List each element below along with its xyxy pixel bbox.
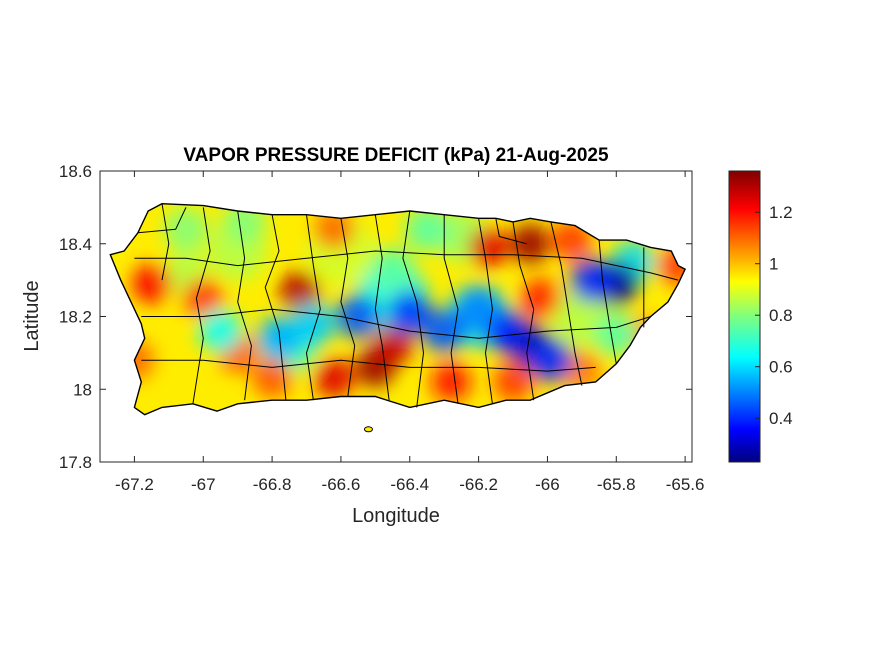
y-axis-label: Latitude	[21, 280, 43, 351]
vpd-coldspot	[456, 287, 501, 332]
vpd-hotspot	[279, 271, 320, 312]
x-tick-label: -65.6	[666, 475, 705, 494]
chart-title: VAPOR PRESSURE DEFICIT (kPa) 21-Aug-2025	[183, 145, 609, 166]
municipality-boundary	[550, 221, 583, 386]
vpd-hotspot	[314, 209, 355, 250]
colorbar-ramp	[728, 170, 761, 463]
municipality-boundary	[598, 240, 617, 364]
vpd-coldspot	[291, 301, 336, 346]
vpd-coldspot	[528, 338, 573, 383]
x-tick-label: -66.4	[390, 475, 429, 494]
vpd-field	[109, 202, 687, 433]
municipality-boundary	[495, 218, 527, 245]
small-island	[363, 426, 373, 433]
municipality-boundary	[374, 214, 390, 401]
x-tick-label: -67.2	[115, 475, 154, 494]
vpd-hotspot	[520, 278, 561, 319]
vpd-coldspot	[370, 247, 415, 292]
colorbar-tick-label: 1.2	[769, 203, 793, 222]
vpd-hotspot	[551, 220, 592, 261]
vpd-hotspot	[131, 263, 172, 304]
x-tick-label: -65.8	[597, 475, 636, 494]
vpd-coldspot	[198, 309, 243, 354]
vpd-coldspot	[336, 294, 381, 339]
vpd-coldspot	[422, 309, 467, 354]
colorbar: 0.4 0.6 0.8 1 1.2	[728, 170, 793, 463]
municipality-boundary	[137, 207, 187, 234]
municipality-boundary	[141, 359, 596, 372]
vpd-hotspot	[431, 361, 472, 402]
colorbar-tick-label: 0.6	[769, 358, 793, 377]
y-tick-label: 18.4	[59, 235, 92, 254]
municipality-boundary	[512, 221, 535, 401]
municipality-boundary	[478, 218, 493, 404]
x-axis: -67.2 -67 -66.8 -66.6 -66.4 -66.2 -66 -65.8 -65.…	[115, 171, 704, 494]
y-tick-label: 17.8	[59, 453, 92, 472]
municipality-boundary	[402, 210, 424, 408]
municipality-boundary	[141, 308, 651, 339]
vpd-coldspot	[594, 312, 639, 357]
vpd-coldspot	[256, 316, 301, 361]
vpd-hotspot	[468, 227, 509, 268]
vpd-hotspot	[493, 361, 534, 402]
municipality-boundary	[306, 214, 321, 401]
vpd-hotspot	[510, 223, 551, 264]
x-axis-label: Longitude	[352, 505, 440, 527]
x-tick-label: -66	[535, 475, 560, 494]
municipality-boundary	[264, 214, 287, 401]
y-axis: 17.8 18 18.2 18.4 18.6	[59, 162, 692, 472]
municipality-boundary	[340, 218, 356, 397]
municipality-boundary	[161, 203, 170, 281]
x-tick-label: -66.6	[322, 475, 361, 494]
colorbar-ticks: 0.4 0.6 0.8 1 1.2	[755, 203, 793, 428]
x-tick-label: -66.2	[459, 475, 498, 494]
vpd-coldspot	[222, 203, 267, 244]
colorbar-tick-label: 1	[769, 255, 778, 274]
vpd-coldspot	[387, 290, 432, 335]
vpd-hotspot	[314, 358, 355, 399]
colorbar-tick-label: 0.8	[769, 306, 793, 325]
y-tick-label: 18.6	[59, 162, 92, 181]
municipality-boundary	[443, 214, 459, 404]
y-tick-label: 18	[73, 380, 92, 399]
municipality-boundary	[237, 210, 252, 401]
municipality-boundary	[134, 250, 679, 281]
vpd-coldspot	[570, 258, 615, 303]
vpd-hotspot	[183, 278, 224, 319]
y-tick-label: 18.2	[59, 308, 92, 327]
x-tick-label: -67	[191, 475, 216, 494]
vpd-coldspot	[164, 207, 209, 252]
municipality-boundaries	[109, 202, 687, 433]
colorbar-tick-label: 0.4	[769, 409, 793, 428]
vpd-coldspot	[404, 207, 449, 252]
x-tick-label: -66.8	[253, 475, 292, 494]
vpd-hotspot	[372, 325, 413, 366]
vpd-hotspot	[252, 358, 293, 399]
